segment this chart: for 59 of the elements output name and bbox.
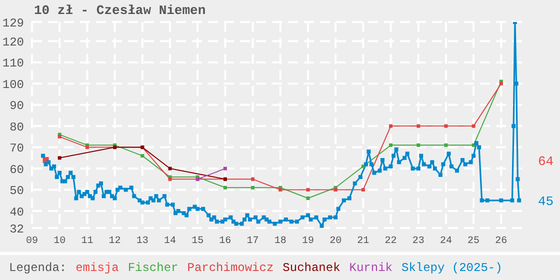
point — [223, 186, 227, 190]
point — [389, 124, 393, 128]
point — [251, 186, 255, 190]
x-tick-label: 26 — [495, 236, 508, 248]
point — [389, 143, 393, 147]
point — [140, 154, 144, 158]
y-tick-label: 32 — [10, 222, 24, 236]
point — [168, 166, 172, 170]
text: Sklepy (2025-) — [402, 260, 502, 274]
y-tick-label: 120 — [2, 35, 24, 50]
x-tick-label: 24 — [440, 236, 452, 248]
text: emisja — [76, 260, 119, 274]
y-tick-label: 80 — [10, 120, 24, 134]
text: 64 — [538, 154, 554, 169]
x-tick-label: 21 — [357, 236, 370, 248]
point — [223, 166, 227, 170]
x-tick-label: 10 — [54, 236, 66, 248]
point — [444, 143, 448, 147]
y-tick-label: 110 — [2, 56, 24, 71]
x-tick-label: 20 — [330, 236, 342, 248]
text: Parchimowicz — [187, 260, 274, 274]
x-tick-label: 12 — [108, 236, 121, 248]
text: Fischer — [128, 260, 178, 274]
point — [306, 196, 310, 200]
point — [361, 188, 365, 192]
y-tick-label: 60 — [10, 162, 24, 177]
y-tick-label: 40 — [10, 205, 24, 220]
x-tick-label: 11 — [81, 236, 94, 248]
x-tick-label: 18 — [274, 236, 286, 248]
text: Suchanek — [282, 260, 340, 274]
x-tick-label: 25 — [468, 236, 480, 248]
x-tick-label: 13 — [136, 236, 148, 248]
text: 45 — [538, 194, 554, 209]
point — [85, 146, 89, 150]
point — [334, 188, 338, 192]
point — [472, 124, 476, 128]
y-tick-label: 90 — [10, 99, 24, 114]
x-tick-label: 23 — [412, 236, 424, 248]
point — [306, 188, 310, 192]
x-tick-label: 14 — [164, 236, 176, 248]
y-tick-label: 100 — [2, 78, 24, 92]
point — [58, 156, 62, 160]
text: Kurnik — [349, 260, 392, 274]
y-tick-label: 70 — [10, 142, 24, 156]
point — [444, 124, 448, 128]
x-tick-label: 22 — [384, 236, 397, 248]
point — [416, 143, 420, 147]
chart-title: 10 zł - Czesław Niemen — [34, 3, 206, 18]
point — [278, 188, 282, 192]
x-tick-label: 15 — [192, 236, 204, 248]
legend-title: Legenda: — [9, 260, 67, 274]
point — [416, 124, 420, 128]
x-tick-label: 09 — [26, 236, 38, 248]
point — [251, 177, 255, 181]
y-tick-label: 129 — [2, 16, 24, 30]
x-tick-label: 16 — [219, 236, 232, 248]
y-tick-label: 50 — [10, 184, 24, 198]
x-tick-label: 19 — [302, 236, 314, 248]
x-tick-label: 17 — [246, 236, 259, 248]
